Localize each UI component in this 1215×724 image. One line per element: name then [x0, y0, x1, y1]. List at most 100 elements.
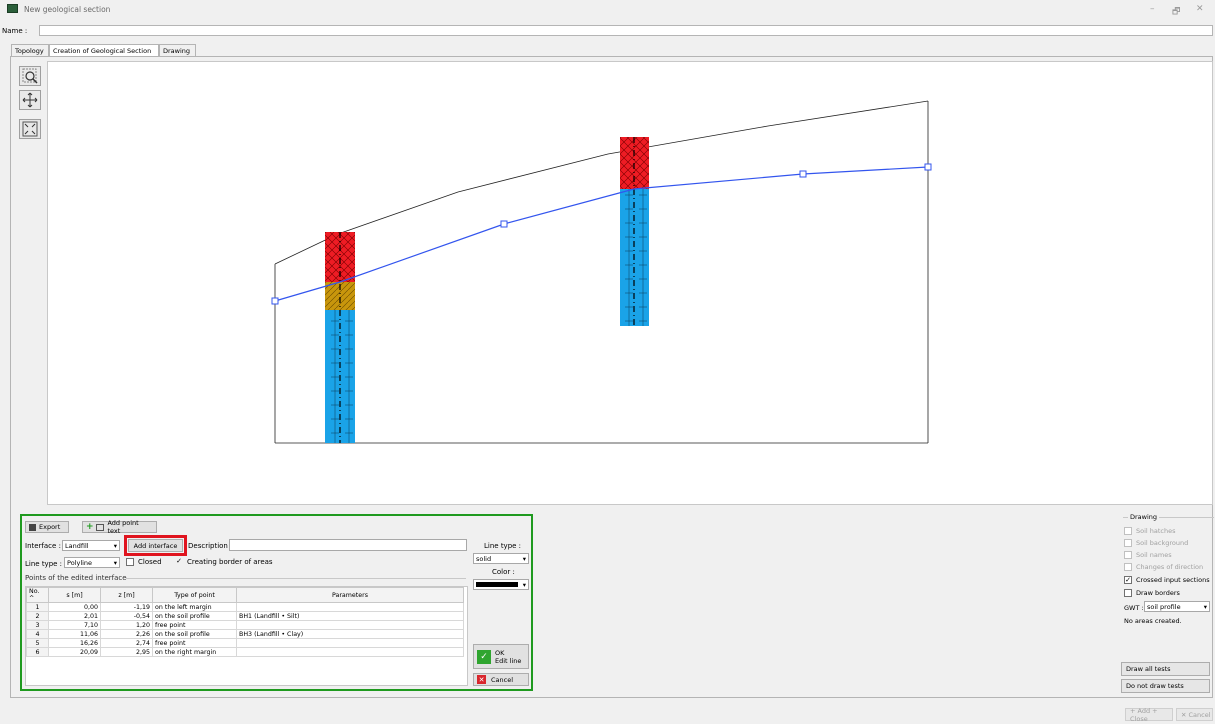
table-row[interactable]: 3 7,10 1,20 free point: [26, 620, 464, 630]
tab-creation-of-geological-section[interactable]: Creation of Geological Section: [49, 44, 159, 56]
ok-edit-line-button[interactable]: ✓ OK Edit line: [473, 644, 529, 669]
closed-checkbox[interactable]: Closed: [126, 558, 162, 566]
line-type-select[interactable]: Polyline ▾: [64, 557, 120, 568]
cell-s[interactable]: 7,10: [48, 620, 101, 630]
crossed-input-sections-checkbox[interactable]: ✓: [1124, 576, 1132, 584]
soil-names-option[interactable]: Soil names: [1124, 551, 1172, 559]
crossed-input-sections-option[interactable]: ✓ Crossed input sections: [1124, 576, 1210, 584]
name-input[interactable]: [39, 25, 1213, 36]
close-button[interactable]: ✕: [1196, 4, 1204, 14]
table-row[interactable]: 2 2,01 -0,54 on the soil profile BH1 (La…: [26, 611, 464, 621]
table-row[interactable]: 1 0,00 -1,19 on the left margin: [26, 602, 464, 612]
col-type[interactable]: Type of point: [152, 587, 237, 603]
soil-hatches-checkbox[interactable]: [1124, 527, 1132, 535]
closed-check-box[interactable]: [126, 558, 134, 566]
cell-parameters[interactable]: BH3 (Landfill • Clay): [236, 629, 464, 639]
tab-topology[interactable]: Topology: [11, 44, 49, 56]
pan-icon: [22, 92, 38, 108]
chevron-down-icon: ▾: [522, 580, 526, 589]
interface-point-1[interactable]: [271, 297, 279, 305]
pan-button[interactable]: [19, 90, 41, 110]
col-z[interactable]: z [m]: [100, 587, 153, 603]
gwt-label: GWT :: [1124, 604, 1144, 612]
closed-label: Closed: [138, 558, 162, 566]
cell-parameters[interactable]: BH1 (Landfill • Silt): [236, 611, 464, 621]
gwt-select[interactable]: soil profile ▾: [1144, 601, 1210, 612]
cell-type[interactable]: on the soil profile: [152, 611, 237, 621]
add-close-button[interactable]: + Add + Close: [1125, 707, 1173, 723]
draw-borders-checkbox[interactable]: [1124, 589, 1132, 597]
cell-type[interactable]: free point: [152, 638, 237, 648]
col-s[interactable]: s [m]: [48, 587, 101, 603]
export-button[interactable]: Export: [25, 521, 69, 533]
cell-parameters[interactable]: [236, 638, 464, 648]
add-point-text-button[interactable]: + Add point text: [82, 519, 157, 535]
title-bar: New geological section – 🗗 ✕: [0, 0, 1215, 20]
cell-type[interactable]: on the soil profile: [152, 629, 237, 639]
interface-point-6[interactable]: [924, 163, 932, 171]
right-line-type-label: Line type :: [484, 542, 522, 550]
soil-names-checkbox[interactable]: [1124, 551, 1132, 559]
fit-view-button[interactable]: [19, 119, 41, 139]
add-interface-button[interactable]: Add interface: [124, 535, 187, 556]
minimize-button[interactable]: –: [1150, 4, 1155, 14]
interface-point-3[interactable]: [500, 220, 508, 228]
cell-z[interactable]: 2,95: [100, 647, 153, 657]
cell-type[interactable]: free point: [152, 620, 237, 630]
creating-border-checkbox[interactable]: ✓ Creating border of areas: [175, 557, 273, 567]
cell-z[interactable]: 2,74: [100, 638, 153, 648]
cell-s[interactable]: 11,06: [48, 629, 101, 639]
section-canvas[interactable]: [47, 61, 1213, 505]
line-style-select[interactable]: solid ▾: [473, 553, 529, 564]
changes-of-direction-label: Changes of direction: [1136, 563, 1204, 571]
table-row[interactable]: 4 11,06 2,26 on the soil profile BH3 (La…: [26, 629, 464, 639]
cell-z[interactable]: -1,19: [100, 602, 153, 612]
zoom-button[interactable]: [19, 66, 41, 86]
table-row[interactable]: 5 16,26 2,74 free point: [26, 638, 464, 648]
cell-s[interactable]: 2,01: [48, 611, 101, 621]
draw-all-tests-button[interactable]: Draw all tests: [1121, 662, 1210, 676]
soil-background-checkbox[interactable]: [1124, 539, 1132, 547]
interface-select[interactable]: Landfill ▾: [62, 540, 120, 551]
cell-s[interactable]: 0,00: [48, 602, 101, 612]
color-select[interactable]: ▾: [473, 579, 529, 590]
line-type-label: Line type :: [25, 560, 63, 568]
line-style-value: solid: [476, 554, 492, 563]
drawing-group-label: Drawing: [1128, 513, 1160, 521]
description-input[interactable]: [229, 539, 467, 551]
maximize-button[interactable]: 🗗: [1172, 7, 1181, 17]
cell-parameters[interactable]: [236, 602, 464, 612]
gwt-value: soil profile: [1147, 602, 1181, 611]
cell-s[interactable]: 20,09: [48, 647, 101, 657]
col-parameters[interactable]: Parameters: [236, 587, 464, 603]
table-row[interactable]: 6 20,09 2,95 on the right margin: [26, 647, 464, 657]
do-not-draw-tests-button[interactable]: Do not draw tests: [1121, 679, 1210, 693]
cell-parameters[interactable]: [236, 620, 464, 630]
name-label: Name :: [2, 27, 28, 35]
soil-hatches-option[interactable]: Soil hatches: [1124, 527, 1176, 535]
cell-s[interactable]: 16,26: [48, 638, 101, 648]
cell-z[interactable]: 1,20: [100, 620, 153, 630]
cell-type[interactable]: on the right margin: [152, 647, 237, 657]
cancel-edit-button[interactable]: ✕ Cancel: [473, 673, 529, 686]
col-no[interactable]: No. ^: [26, 587, 49, 603]
footer-cancel-button[interactable]: ✕ Cancel: [1176, 708, 1213, 721]
cell-no: 5: [26, 638, 49, 648]
zoom-icon: [22, 68, 38, 84]
interface-point-5[interactable]: [799, 170, 807, 178]
draw-borders-option[interactable]: Draw borders: [1124, 589, 1180, 597]
soil-names-label: Soil names: [1136, 551, 1172, 559]
changes-of-direction-checkbox[interactable]: [1124, 563, 1132, 571]
changes-of-direction-option[interactable]: Changes of direction: [1124, 563, 1203, 571]
chevron-down-icon: ▾: [113, 541, 117, 550]
check-icon[interactable]: ✓: [176, 557, 182, 565]
group-divider: [126, 578, 466, 579]
tab-drawing[interactable]: Drawing: [159, 44, 196, 56]
cell-z[interactable]: -0,54: [100, 611, 153, 621]
soil-background-option[interactable]: Soil background: [1124, 539, 1188, 547]
cell-parameters[interactable]: [236, 647, 464, 657]
interface-line[interactable]: [274, 166, 929, 302]
cell-type[interactable]: on the left margin: [152, 602, 237, 612]
cell-no: 6: [26, 647, 49, 657]
cell-z[interactable]: 2,26: [100, 629, 153, 639]
